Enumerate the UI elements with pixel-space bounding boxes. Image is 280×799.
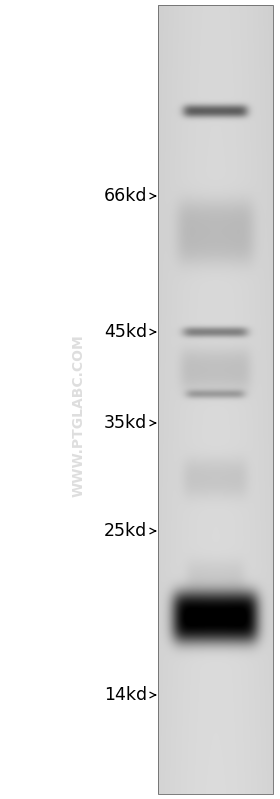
Text: 66kd: 66kd [104, 187, 147, 205]
Text: WWW.PTGLABC.COM: WWW.PTGLABC.COM [71, 334, 85, 497]
Bar [158, 5, 273, 794]
Text: 14kd: 14kd [104, 686, 147, 704]
Text: 25kd: 25kd [104, 522, 147, 540]
Text: 35kd: 35kd [104, 414, 147, 432]
Text: 45kd: 45kd [104, 323, 147, 341]
